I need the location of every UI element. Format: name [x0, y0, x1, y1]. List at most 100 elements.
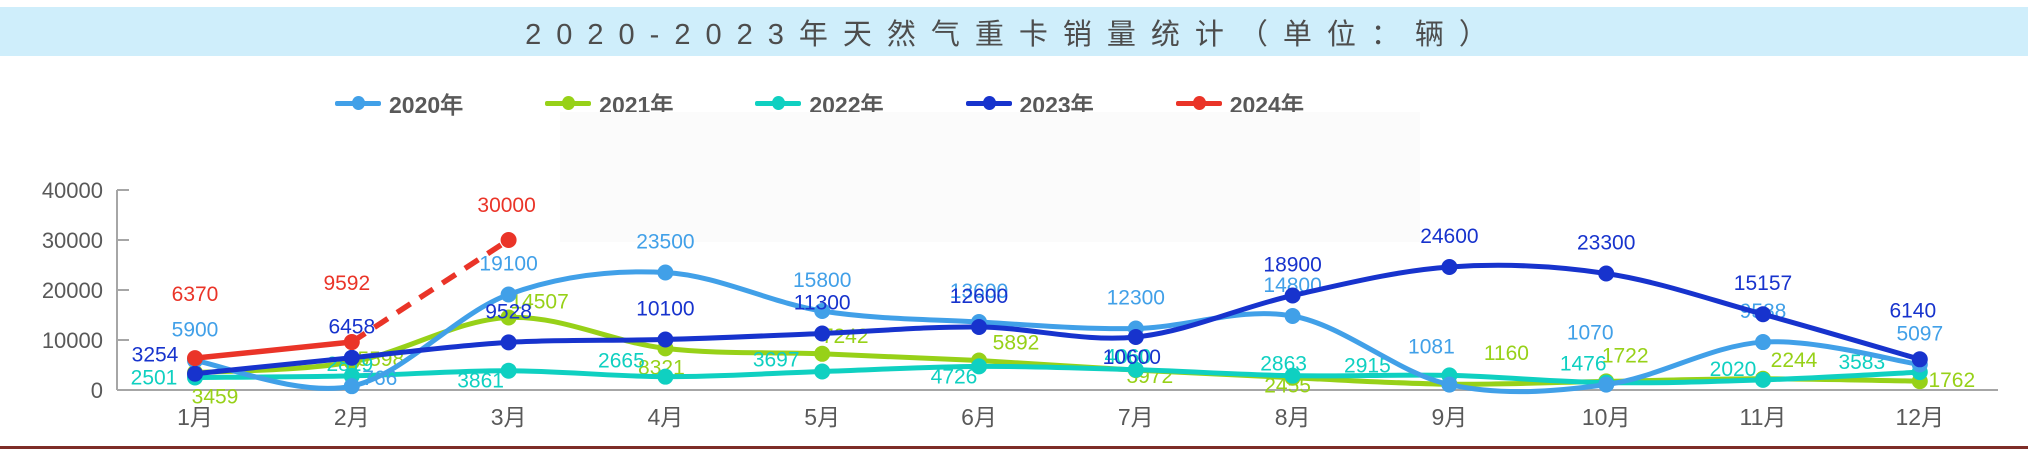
- legend-line-dot-icon: [755, 96, 802, 110]
- data-label: 8321: [638, 356, 685, 379]
- data-label: 12600: [950, 285, 1008, 308]
- series-2024年: 6370 9592 30000: [172, 194, 536, 367]
- data-point-marker: [1598, 376, 1615, 393]
- data-label: 1160: [1484, 342, 1529, 365]
- series-line-dashed: [350, 237, 511, 345]
- data-label: 19100: [479, 253, 537, 276]
- x-axis-label: 5月: [804, 404, 840, 430]
- data-label: 3459: [192, 386, 239, 409]
- data-point-marker: [1598, 265, 1615, 282]
- data-point-marker: [814, 303, 831, 319]
- data-label: 3254: [132, 344, 179, 367]
- data-label: 6140: [1889, 299, 1936, 322]
- data-label: 18900: [1263, 254, 1321, 277]
- x-axis-label: 9月: [1432, 404, 1468, 430]
- x-axis-label: 1月: [177, 404, 213, 430]
- data-label: 3697: [753, 349, 800, 372]
- series-line-solid: [192, 339, 355, 361]
- series-line: [192, 262, 1923, 377]
- data-point-marker: [1284, 287, 1301, 304]
- data-label: 10100: [636, 298, 694, 321]
- data-label: 2665: [598, 350, 645, 373]
- legend-line-dot-icon: [335, 96, 381, 110]
- data-label: 9592: [323, 272, 370, 295]
- bottom-border-line: [0, 446, 2028, 449]
- data-point-marker: [971, 358, 987, 375]
- data-point-marker: [1911, 351, 1928, 368]
- data-label: 13600: [950, 280, 1008, 303]
- data-point-marker: [1755, 371, 1771, 388]
- data-label: 5097: [1896, 323, 1943, 346]
- data-point-marker: [971, 319, 987, 335]
- data-point-marker: [1284, 367, 1301, 384]
- data-label: 1722: [1602, 344, 1649, 367]
- data-label: 9528: [485, 300, 532, 323]
- y-axis-label: 0: [91, 378, 103, 403]
- data-point-marker: [500, 362, 517, 379]
- data-label: 23500: [636, 231, 694, 254]
- chart-title: 2020-2023年天然气重卡销量统计（单位：辆）: [525, 18, 1503, 51]
- data-point-marker: [1755, 334, 1771, 351]
- data-point-marker: [814, 363, 831, 380]
- data-label: 766: [362, 367, 397, 390]
- legend-item-2020年: 2020年: [335, 86, 463, 120]
- data-point-marker: [1441, 376, 1458, 393]
- data-label: 1081: [1408, 336, 1455, 359]
- data-point-marker: [1755, 306, 1771, 323]
- y-axis-label: 20000: [42, 278, 103, 303]
- data-label: 6370: [172, 283, 219, 306]
- data-label: 15800: [793, 269, 851, 292]
- legend-line-dot-icon: [965, 96, 1012, 110]
- legend-item-label: 2020年: [389, 92, 464, 118]
- data-label: 2244: [1771, 349, 1818, 372]
- data-label: 23300: [1577, 232, 1635, 255]
- x-axis-label: 3月: [491, 404, 527, 430]
- data-point-marker: [814, 345, 831, 362]
- y-axis-label: 30000: [42, 228, 103, 253]
- data-label: 5892: [993, 332, 1040, 355]
- x-axis-label: 10月: [1582, 404, 1631, 430]
- data-label: 24600: [1420, 225, 1478, 248]
- x-axis-label: 4月: [648, 404, 684, 430]
- chart-title-bar: 2020-2023年天然气重卡销量统计（单位：辆）: [0, 7, 2028, 56]
- x-axis-label: 11月: [1740, 404, 1787, 430]
- data-point-marker: [187, 365, 203, 382]
- x-axis-label: 2月: [334, 404, 370, 430]
- data-label: 14507: [510, 290, 568, 313]
- data-point-marker: [814, 325, 831, 342]
- data-point-marker: [1127, 361, 1144, 378]
- data-label: 10600: [1103, 346, 1161, 369]
- data-point-marker: [1127, 329, 1144, 345]
- legend-line-dot-icon: [545, 96, 592, 110]
- data-point-marker: [500, 286, 517, 303]
- data-label: 1070: [1567, 322, 1614, 345]
- data-point-marker: [657, 264, 674, 281]
- x-axis-label: 8月: [1275, 404, 1311, 430]
- data-label: 2501: [131, 366, 178, 389]
- data-label: 1762: [1928, 369, 1975, 392]
- data-label: 11300: [794, 292, 851, 315]
- data-label: 4726: [931, 365, 978, 388]
- data-point-marker: [500, 309, 517, 326]
- y-axis-label: 40000: [42, 178, 103, 203]
- x-axis-label: 6月: [961, 404, 997, 430]
- data-label: 1476: [1560, 353, 1607, 376]
- data-label: 4060: [1104, 346, 1151, 369]
- data-point-marker: [187, 350, 203, 367]
- data-label: 30000: [477, 194, 535, 217]
- data-point-marker: [1284, 308, 1301, 324]
- data-point-marker: [500, 232, 517, 248]
- data-point-marker: [657, 368, 674, 385]
- data-label: 2455: [1264, 375, 1311, 398]
- data-point-marker: [343, 349, 360, 366]
- data-point-marker: [343, 378, 360, 395]
- data-point-marker: [343, 334, 360, 351]
- y-axis-label: 10000: [42, 328, 103, 353]
- data-point-marker: [1441, 259, 1458, 275]
- data-label: 2863: [1260, 353, 1307, 376]
- watermark-patch: [560, 112, 1420, 242]
